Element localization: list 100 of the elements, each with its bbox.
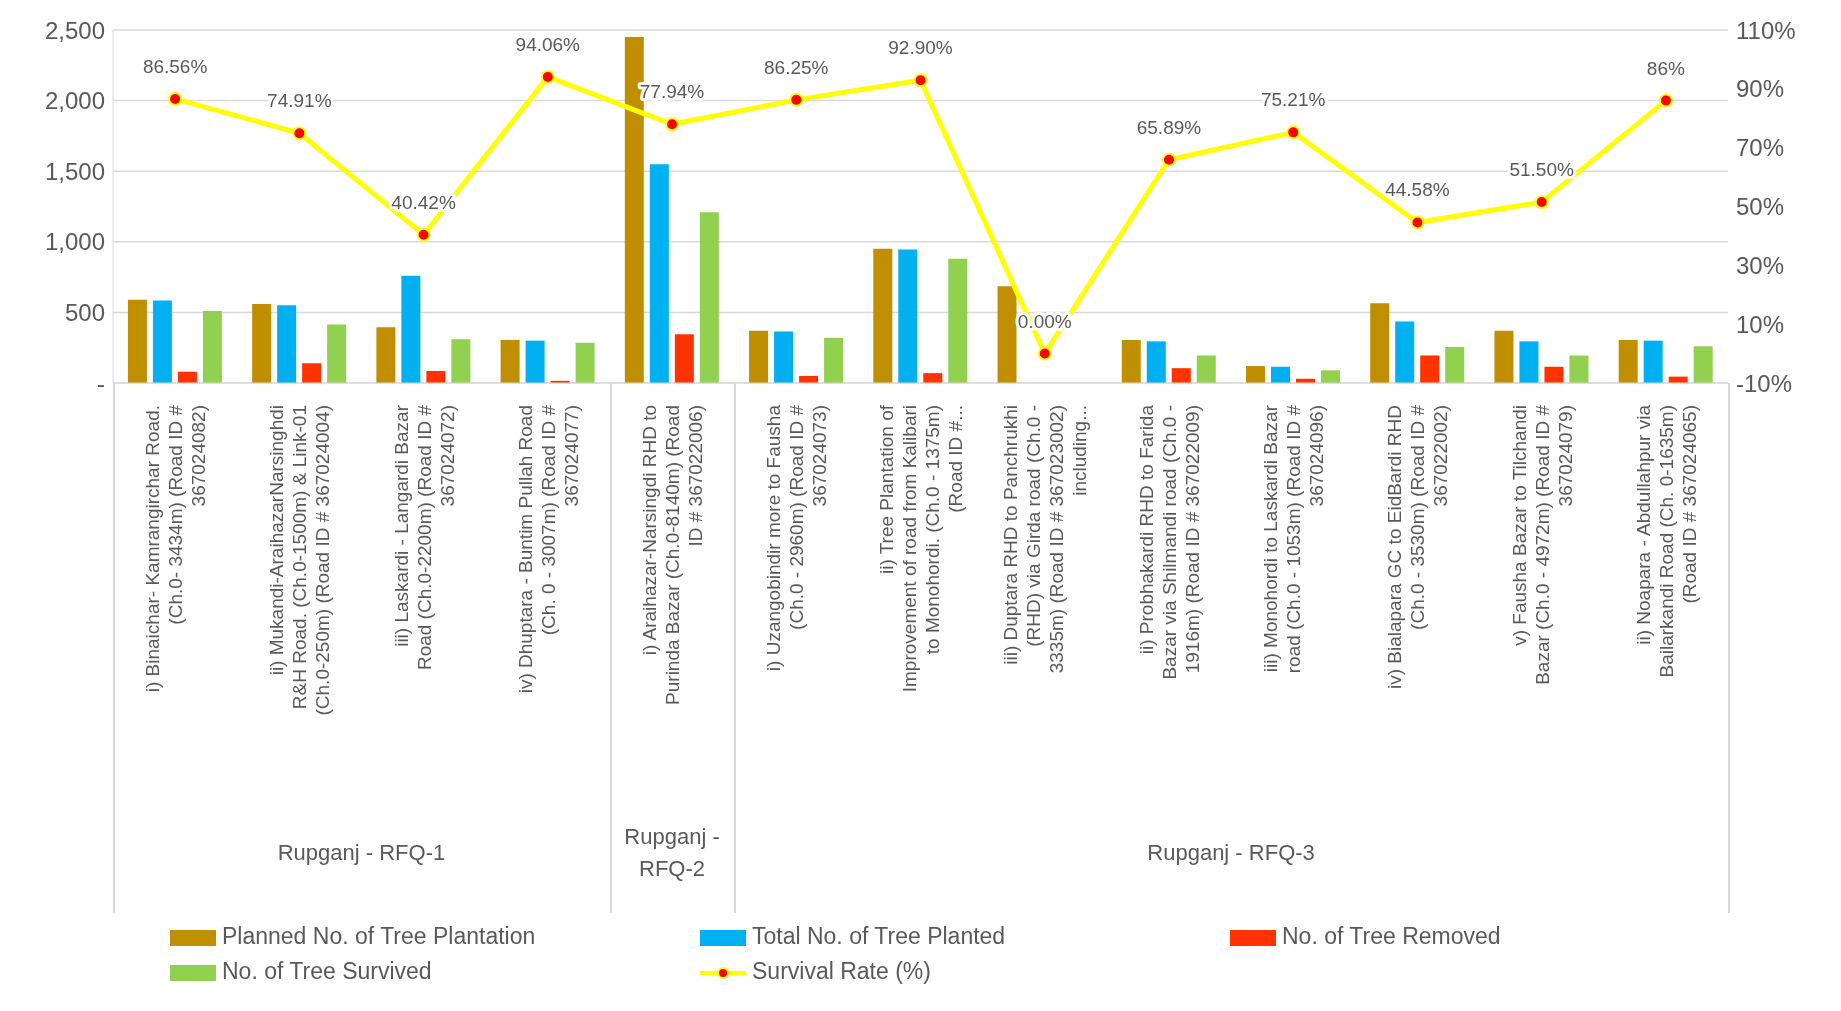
x-tick-label: i) Araihazar-Narsingdi RHD to Purinda Bazar (Ch.0-8140m) (Road ID # 367022006) — [639, 405, 707, 705]
legend-label: No. of Tree Removed — [1281, 923, 1502, 950]
bar — [202, 310, 222, 383]
bar — [997, 286, 1017, 383]
bar — [302, 363, 322, 383]
x-tick-label: i) Binaichar- Kamrangirchar Road. (Ch.0- 3434m) (Road ID # 367024082) — [142, 404, 210, 693]
text: Rupganj - RFQ-1 — [276, 839, 447, 867]
bar — [1544, 366, 1564, 383]
x-tick-label: ii) Probhakardi RHD to Farida Bazar via Shilmandi road (Ch.0 - 1916m) (Road ID # 367022009) — [1135, 404, 1203, 680]
data-label: 65.89% — [1136, 116, 1202, 138]
bar — [1245, 366, 1265, 383]
y-tick-label: 1,000 — [44, 228, 105, 256]
legend-label: Planned No. of Tree Plantation — [221, 923, 537, 950]
bar — [525, 340, 545, 383]
y-tick-label: - — [97, 369, 105, 397]
data-label: 94.06% — [515, 33, 581, 55]
data-label: 44.58% — [1385, 179, 1450, 201]
bar — [649, 164, 669, 383]
x-tick-label: iii) Duptara RHD to Panchrukhi (RHD) via Girda road (Ch.0 - 3335m) (Road ID # 367023002) including... — [1000, 405, 1091, 674]
bar — [1693, 346, 1713, 383]
bar — [1370, 303, 1390, 383]
bar — [1569, 355, 1589, 383]
point — [168, 91, 183, 106]
data-label: 75.21% — [1260, 89, 1326, 111]
point — [1286, 125, 1301, 140]
point — [665, 117, 680, 132]
bar — [500, 339, 520, 383]
bar — [1445, 346, 1465, 383]
bar — [1121, 339, 1141, 383]
bar — [1171, 368, 1191, 383]
data-label: 51.50% — [1509, 159, 1574, 181]
point — [1534, 195, 1549, 210]
y-tick-label: 2,000 — [44, 87, 105, 115]
bar — [451, 339, 471, 383]
bar — [252, 303, 272, 383]
bar — [699, 212, 719, 383]
y2-tick-label: 70% — [1736, 134, 1785, 162]
x-tick-label: i) Uzangobindir more to Fausha (Ch.0 - 2960m) (Road ID # 367024073) — [763, 404, 831, 672]
point — [292, 126, 307, 141]
bar — [1196, 355, 1216, 383]
x-tick-label: iii) Monohordi to Laskardi Bazar road (Ch.0 - 1053m) (Road ID # 367024096) — [1260, 404, 1328, 674]
bar — [376, 327, 396, 383]
point — [540, 69, 555, 84]
point — [416, 227, 431, 242]
bar — [1494, 330, 1514, 383]
bar — [127, 299, 147, 383]
y2-tick-label: 90% — [1736, 75, 1785, 103]
bar — [1519, 341, 1539, 383]
bar — [774, 331, 794, 383]
data-label: 74.91% — [267, 90, 332, 112]
text: Rupganj - RFQ-3 — [1146, 839, 1316, 867]
y2-tick-label: 30% — [1736, 251, 1785, 279]
y-tick-label: 2,500 — [44, 16, 105, 44]
point — [1161, 152, 1176, 167]
y2-tick-label: 110% — [1736, 16, 1796, 44]
x-tick-label: v) Fausha Bazar to Tilchandi Bazar (Ch.0 - 4972m) (Road ID # 367024079) — [1508, 404, 1576, 685]
data-label: 86.25% — [764, 56, 829, 78]
bar — [575, 342, 595, 383]
x-tick-label: ii) Noapara - Abdullahpur via Bailarkandi Road (Ch. 0-1635m) (Road ID # 367024065) — [1632, 404, 1700, 678]
x-tick-label: iv) Dhuptara - Buntim Pullah Road (Ch. 0 - 3007m) (Road ID # 367024077) — [514, 404, 582, 694]
bar — [948, 258, 968, 383]
y2-tick-label: 10% — [1736, 310, 1785, 338]
x-tick-label: iv) Bialapara GC to EidBardi RHD (Ch.0 - 3530m) (Road ID # 367022002) — [1384, 404, 1452, 690]
bar — [873, 248, 893, 383]
data-label: 86% — [1646, 57, 1685, 79]
bar — [1270, 366, 1290, 383]
bar — [824, 337, 844, 383]
point — [789, 92, 804, 107]
y-tick-label: 500 — [64, 298, 105, 326]
bar — [1420, 355, 1440, 383]
bar — [152, 300, 172, 383]
y2-tick-label: 50% — [1736, 193, 1785, 221]
data-label: 86.56% — [142, 55, 208, 77]
text: Rupganj - RFQ-2 — [623, 823, 721, 883]
bar — [898, 249, 918, 383]
legend-label: Survival Rate (%) — [751, 958, 932, 985]
y-tick-label: 1,500 — [44, 157, 105, 185]
bar — [1395, 321, 1415, 383]
point — [1410, 215, 1425, 230]
legend-label: No. of Tree Survived — [221, 958, 433, 985]
x-tick-label: ii) Tree Plantation of Improvement of road from Kalibari to Monohordi. (Ch.0 - 1375m) (Road ID #... — [876, 404, 966, 693]
bar — [327, 324, 347, 383]
bar — [1618, 339, 1638, 383]
bar — [923, 373, 943, 383]
point — [1658, 93, 1673, 108]
data-label: 92.90% — [888, 37, 953, 59]
bar — [1146, 341, 1166, 383]
legend-label: Total No. of Tree Planted — [751, 923, 1007, 950]
bar — [401, 275, 421, 383]
point — [1037, 346, 1052, 361]
x-tick-label: iii) Laskardi - Langardi Bazar Road (Ch.0-2200m) (Road ID # 367024072) — [390, 404, 458, 671]
bar — [426, 371, 446, 383]
y2-tick-label: -10% — [1736, 369, 1793, 397]
bar — [277, 305, 297, 383]
point — [913, 73, 928, 88]
x-tick-label: ii) Mukandi-AraihazarNarsinghdi R&H Road. (Ch.0-1500m) & Link-01 (Ch.0-250m) (Road ID # 367024004) — [266, 405, 334, 716]
bar — [749, 330, 769, 383]
bar — [1643, 340, 1663, 383]
bar — [674, 334, 694, 383]
bar — [1320, 370, 1340, 383]
